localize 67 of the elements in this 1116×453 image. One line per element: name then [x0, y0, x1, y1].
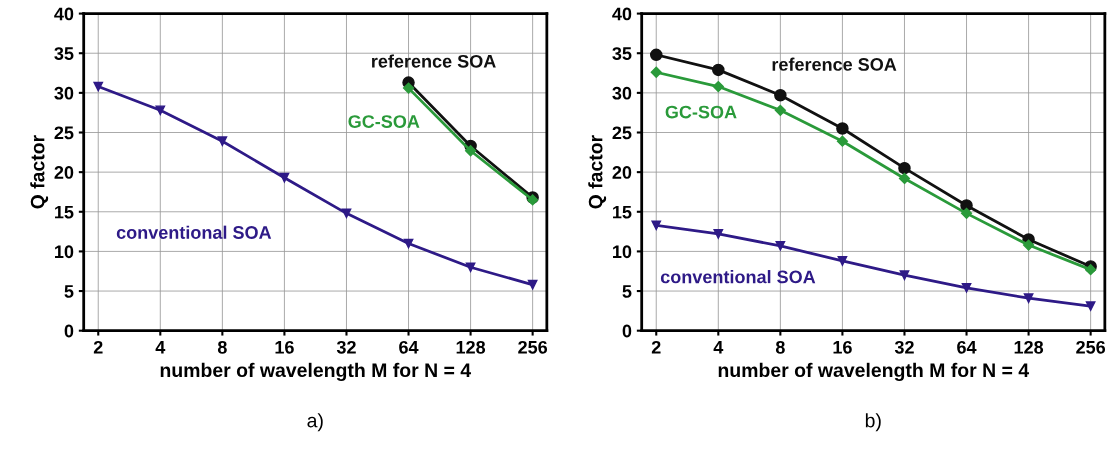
- y-tick-label: 0: [64, 324, 74, 338]
- y-tick-label: 5: [622, 285, 632, 298]
- x-tick-label: 4: [713, 341, 724, 354]
- text: conventional SOA: [116, 225, 272, 239]
- x-tick-label: 2: [93, 340, 103, 354]
- point: [1023, 293, 1034, 304]
- x-tick-label: 4: [155, 341, 166, 354]
- y-tick-label: 30: [612, 86, 632, 100]
- y-tick-label: 10: [613, 245, 632, 259]
- point: [649, 48, 663, 62]
- point: [898, 172, 911, 185]
- x-tick-label: 16: [833, 340, 852, 354]
- point: [960, 207, 973, 219]
- y-axis-title: Q factor: [30, 135, 49, 209]
- x-tick-label: 256: [1076, 340, 1106, 354]
- x-tick-label: 128: [1014, 340, 1044, 354]
- point: [898, 161, 911, 175]
- x-axis-title: number of wavelength M for N = 4: [718, 362, 1030, 382]
- y-tick-label: 15: [613, 205, 632, 219]
- x-tick-label: 128: [456, 340, 486, 354]
- x-tick-label: 8: [217, 340, 227, 354]
- point: [837, 256, 848, 266]
- x-tick-label: 64: [957, 340, 977, 354]
- y-tick-label: 20: [54, 166, 74, 179]
- point: [899, 270, 910, 281]
- point: [713, 229, 724, 239]
- point: [650, 66, 662, 78]
- series-label: conventional SOA: [660, 270, 816, 284]
- point: [712, 63, 725, 77]
- y-tick-label: 25: [54, 126, 74, 140]
- y-tick-label: 35: [54, 47, 74, 60]
- x-tick-label: 64: [399, 340, 419, 354]
- point: [1085, 264, 1097, 276]
- y-tick-label: 5: [64, 285, 74, 298]
- x-tick-label: 32: [336, 340, 356, 354]
- x-tick-label: 256: [518, 340, 548, 354]
- point: [836, 122, 849, 135]
- y-tick-label: 30: [54, 86, 74, 100]
- y-tick-label: 40: [54, 7, 74, 21]
- y-tick-label: 40: [612, 7, 632, 21]
- y-tick-label: 0: [622, 324, 632, 338]
- point: [1022, 239, 1035, 251]
- y-tick-label: 20: [612, 166, 632, 179]
- point: [961, 283, 972, 293]
- point: [651, 220, 662, 231]
- text: a): [307, 413, 323, 432]
- x-tick-label: 2: [651, 340, 661, 354]
- series-label: GC-SOA: [665, 105, 737, 119]
- point: [774, 104, 786, 116]
- series-label: reference SOA: [772, 57, 897, 71]
- y-axis-title: Q factor: [588, 135, 607, 209]
- point: [836, 135, 849, 147]
- y-tick-label: 35: [612, 47, 632, 60]
- y-tick-label: 25: [612, 126, 632, 140]
- x-tick-label: 8: [775, 340, 785, 354]
- series-label: reference SOA: [372, 54, 496, 68]
- y-tick-label: 15: [55, 205, 74, 219]
- point: [1085, 301, 1096, 311]
- text: b): [865, 413, 881, 432]
- x-tick-label: 16: [275, 340, 294, 354]
- x-axis-title: number of wavelength M for N = 4: [160, 362, 472, 382]
- y-tick-label: 10: [55, 245, 74, 259]
- point: [775, 241, 786, 251]
- point: [774, 88, 787, 102]
- point: [712, 80, 724, 93]
- x-tick-label: 32: [894, 340, 914, 354]
- series-label: GC-SOA: [348, 115, 420, 128]
